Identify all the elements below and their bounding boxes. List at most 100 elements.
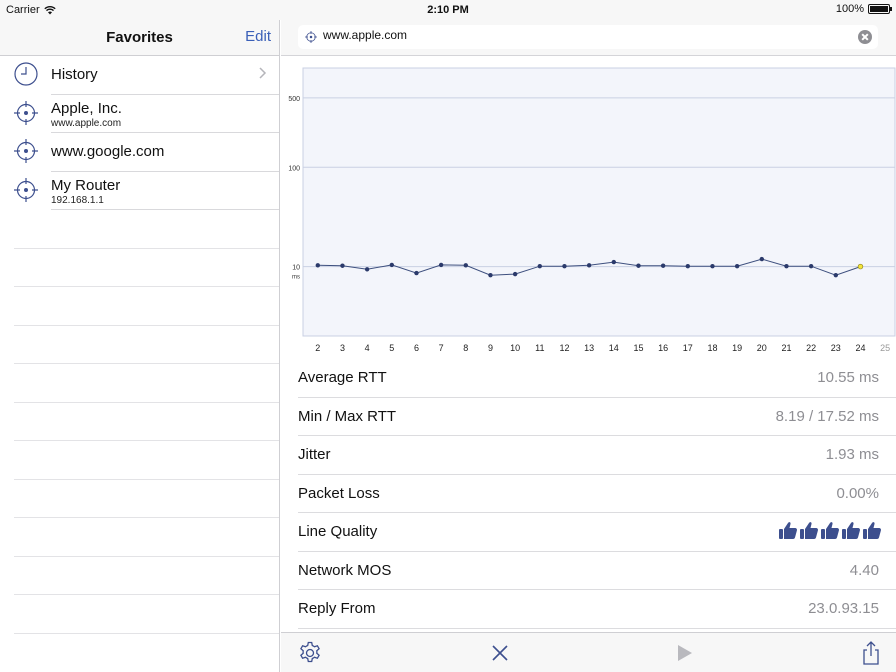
play-icon[interactable] [672,641,696,665]
favorites-sidebar: Favorites Edit History Apple, Inc. [0,20,280,672]
sidebar-item-label: Apple, Inc. [51,99,122,117]
data-point [611,259,616,265]
empty-row [14,595,279,634]
stat-row-average-rtt: Average RTT 10.55 ms [298,359,896,398]
x-tick-label: 20 [757,343,767,353]
sidebar-item-body: Apple, Inc. www.apple.com [51,95,279,133]
carrier-indicator: Carrier [6,4,56,16]
data-point [808,263,814,269]
host-field [298,25,878,49]
stat-row-jitter: Jitter 1.93 ms [298,436,896,475]
battery-indicator: 100% [835,3,892,15]
stat-label: Network MOS [298,561,392,579]
data-point [512,271,518,277]
stat-label: Reply From [298,600,376,617]
data-point [734,263,740,269]
x-tick-label: 23 [831,343,841,353]
x-tick-label: 17 [683,343,693,353]
stat-value: 23.0.93.15 [808,600,879,617]
stat-row-line-quality: Line Quality [298,513,896,552]
sidebar-item-sublabel: www.apple.com [51,117,122,129]
stat-value: 0.00% [836,484,879,502]
stat-label: Average RTT [298,369,387,386]
bottom-toolbar [281,632,896,672]
thumbs-up-icon [863,522,882,539]
thumbs-up-icon [779,522,798,539]
x-tick-label: 18 [707,343,717,353]
x-tick-label: 4 [365,343,370,353]
data-point [833,272,838,278]
sidebar-item-body: My Router 192.168.1.1 [51,172,279,210]
gear-icon[interactable] [298,641,322,665]
data-point [364,267,370,272]
status-bar: Carrier 2:10 PM 100% [0,0,896,20]
clear-icon[interactable] [858,30,872,44]
x-tick-label: 13 [584,343,594,353]
stat-value: 4.40 [849,561,879,579]
data-point [636,263,641,268]
x-tick-label: 3 [340,343,345,353]
sidebar-item-sublabel: 192.168.1.1 [51,194,104,206]
x-tick-label: 5 [389,343,394,353]
rtt-chart: 10 100 500 ms 2 3 4 5 6 7 8 9 10 11 12 13 14 15 16 17 18 19 20… [281,56,896,359]
stats-list: Average RTT 10.55 ms Min / Max RTT 8.19 … [281,359,896,629]
wifi-icon [43,5,56,14]
stat-label: Min / Max RTT [298,407,397,425]
target-icon [14,177,38,202]
stat-row-min-max-rtt: Min / Max RTT 8.19 / 17.52 ms [298,398,896,436]
favorites-list: History Apple, Inc. www.apple.com [0,56,279,210]
stat-value: 10.55 ms [817,369,879,386]
empty-row [14,557,279,595]
data-point [488,272,493,278]
stat-row-network-mos: Network MOS 4.40 [298,552,896,590]
empty-list-rows [0,210,279,634]
target-icon [14,100,38,125]
sidebar-item-google[interactable]: www.google.com [0,133,279,172]
data-point [586,263,592,268]
empty-row [14,210,279,249]
empty-row [14,403,279,441]
stat-label: Jitter [298,446,331,463]
target-icon [14,139,38,163]
edit-button[interactable]: Edit [245,28,271,45]
sidebar-item-apple[interactable]: Apple, Inc. www.apple.com [0,95,279,133]
status-time: 2:10 PM [427,4,469,16]
x-tick-label: 25 [880,343,890,353]
data-point [685,263,690,269]
x-tick-label: 15 [633,343,643,353]
empty-row [14,364,279,403]
stat-value: 1.93 ms [825,446,879,463]
sidebar-item-label: www.google.com [51,143,165,160]
latest-data-point [857,263,864,270]
stat-label: Line Quality [298,523,378,540]
stat-row-packet-loss: Packet Loss 0.00% [298,475,896,513]
share-icon[interactable] [859,641,883,665]
sidebar-item-label: History [51,66,98,83]
data-point [389,262,394,268]
data-point [562,263,567,269]
empty-row [14,287,279,326]
sidebar-item-history[interactable]: History [0,56,279,95]
x-tick-label: 21 [781,343,791,353]
y-tick-label: 500 [288,96,300,103]
thumbs-up-icon [821,522,840,539]
battery-percent: 100% [835,3,864,15]
data-point [660,263,666,268]
close-icon[interactable] [488,641,512,665]
thumbs-up-icon [800,522,819,539]
x-tick-label: 12 [559,343,569,353]
data-point [759,256,764,262]
stat-label: Packet Loss [298,484,380,502]
x-tick-label: 14 [609,343,619,353]
x-tick-label: 11 [535,343,544,353]
sidebar-item-label: My Router [51,176,121,194]
chevron-right-icon [259,67,267,79]
sidebar-item-my-router[interactable]: My Router 192.168.1.1 [0,172,279,210]
data-point [340,263,345,268]
empty-row [14,480,279,518]
y-tick-label: 100 [288,165,300,172]
sidebar-item-body: History [51,56,279,95]
host-input[interactable] [323,28,823,42]
x-tick-label: 19 [732,343,742,353]
